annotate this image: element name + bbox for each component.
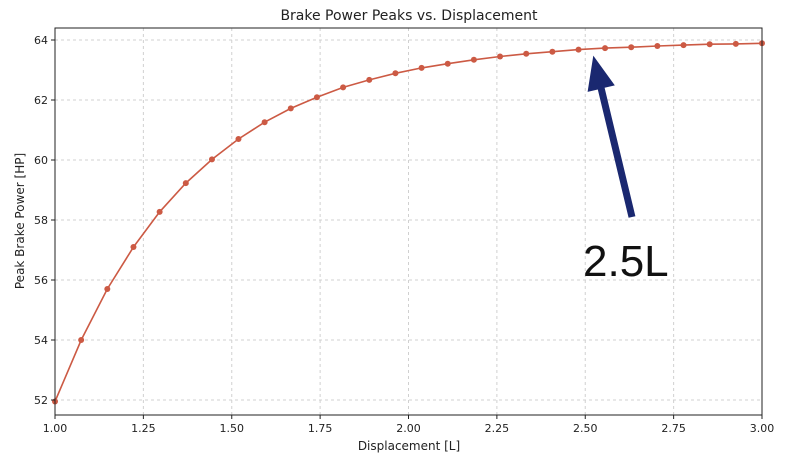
ticks: 1.00 1.25 1.50 1.75 2.00 2.25 2.50 2.75 3.00 52 54… (34, 34, 774, 435)
y-axis-title: Peak Brake Power [HP] (13, 153, 27, 289)
y-tick-label: 64 (34, 34, 48, 47)
x-tick-label: 3.00 (750, 422, 775, 435)
x-tick-label: 1.00 (43, 422, 68, 435)
data-point (497, 53, 504, 60)
data-point (182, 180, 189, 187)
x-tick-label: 2.75 (661, 422, 686, 435)
data-point (261, 119, 268, 126)
data-point (340, 84, 347, 91)
y-tick-label: 52 (34, 394, 48, 407)
data-point (418, 64, 425, 71)
x-tick-label: 1.25 (131, 422, 156, 435)
data-point (628, 44, 635, 51)
data-point (130, 244, 137, 250)
y-tick-label: 62 (34, 94, 48, 107)
x-tick-label: 2.50 (573, 422, 598, 435)
data-point (549, 48, 556, 55)
data-point (470, 56, 477, 63)
x-tick-label: 1.50 (220, 422, 245, 435)
y-tick-label: 56 (34, 274, 48, 287)
grid (54, 28, 763, 415)
annotation-label: 2.5L (583, 237, 669, 286)
data-point (732, 40, 739, 47)
data-point (706, 41, 713, 48)
data-point (208, 156, 215, 163)
x-axis-title: Displacement [L] (358, 439, 460, 453)
data-point (444, 60, 451, 67)
y-tick-label: 54 (34, 334, 48, 347)
data-point (313, 94, 320, 101)
series-line (54, 42, 763, 402)
data-point (523, 50, 530, 57)
data-point (156, 208, 163, 215)
data-point (680, 42, 687, 49)
x-tick-label: 2.25 (485, 422, 510, 435)
data-point (287, 105, 294, 112)
series-layer (52, 40, 765, 405)
data-point (575, 46, 582, 53)
data-point (602, 45, 609, 52)
data-point (104, 286, 111, 292)
y-tick-label: 60 (34, 154, 48, 167)
data-point (392, 70, 399, 77)
x-tick-label: 1.75 (308, 422, 333, 435)
data-point (366, 76, 373, 83)
chart-title: Brake Power Peaks vs. Displacement (280, 8, 538, 24)
x-tick-label: 2.00 (396, 422, 421, 435)
data-point (654, 43, 661, 49)
annotation-arrow (587, 55, 636, 218)
annotation: 2.5L (583, 55, 669, 286)
y-tick-label: 58 (34, 214, 48, 227)
data-point (78, 337, 85, 343)
data-point (235, 136, 242, 142)
